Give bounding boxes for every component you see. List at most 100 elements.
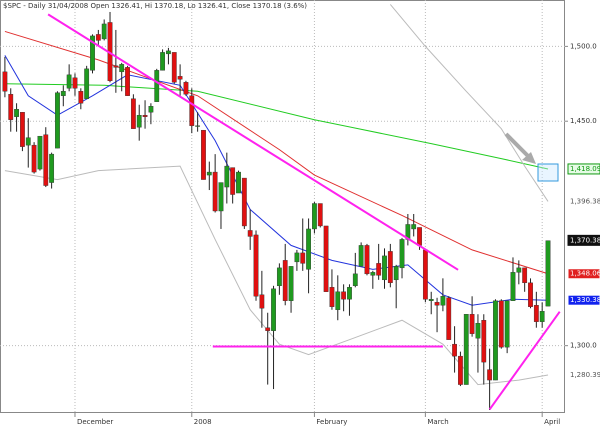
candle-body — [14, 109, 19, 117]
candle-body — [317, 203, 323, 227]
candle-body — [90, 35, 95, 71]
candle-body — [66, 74, 72, 89]
candle-body — [20, 112, 25, 147]
candle-body — [522, 267, 528, 284]
candle-body — [177, 76, 183, 80]
candle-body — [481, 320, 487, 363]
value-label: 1,348.06 — [570, 270, 600, 278]
trendline — [488, 311, 561, 410]
overlay-line — [4, 83, 549, 170]
value-label: 1,396.38 — [570, 197, 600, 205]
candle-body — [393, 266, 399, 281]
x-tick-label: 2008 — [194, 418, 212, 426]
candle-body — [312, 203, 317, 230]
candle-body — [294, 252, 300, 263]
candle-body — [422, 249, 428, 300]
annotation-arrow — [504, 132, 559, 182]
candle-body — [259, 294, 265, 309]
candle-body — [212, 171, 218, 212]
candle-body — [276, 267, 282, 287]
candle-body — [440, 296, 446, 306]
candle-body — [37, 135, 43, 170]
candle-body — [189, 95, 195, 126]
y-tick-label: 1,300.0 — [570, 342, 597, 350]
value-label-box — [567, 294, 600, 306]
candle-body — [148, 106, 154, 113]
candle-body — [528, 282, 533, 307]
candle-body — [382, 255, 387, 281]
candle-body — [493, 300, 498, 381]
plot-area — [2, 4, 561, 411]
candle-body — [323, 225, 329, 292]
candle-body — [95, 34, 101, 41]
arrow-shaft — [504, 132, 532, 160]
candle-body — [417, 227, 422, 246]
candle-body — [458, 355, 463, 385]
candle-body — [101, 23, 107, 40]
candle-body — [358, 245, 364, 267]
candle-body — [452, 343, 457, 357]
candle-body — [230, 167, 236, 195]
candle-body — [428, 299, 434, 301]
value-label-box — [567, 234, 600, 246]
candle-body — [399, 239, 405, 269]
chart-title: $SPC - Daily 31/04/2008 Open 1326.41, Hi… — [3, 2, 307, 10]
candle-body — [498, 300, 504, 348]
candle-body — [347, 287, 352, 300]
candle-body — [539, 311, 545, 322]
candle-body — [2, 71, 8, 92]
candle-body — [171, 52, 177, 83]
candle-body — [253, 234, 259, 297]
candle-body — [364, 245, 370, 275]
candle-body — [236, 171, 241, 194]
candle-body — [247, 230, 253, 237]
overlay-line — [389, 4, 549, 202]
candle-body — [487, 369, 493, 381]
highlight-box — [537, 163, 559, 182]
candle-body — [516, 267, 522, 273]
candle-body — [370, 272, 376, 276]
candle-body — [411, 224, 417, 230]
value-label: 1,280.39 — [570, 371, 600, 379]
candle-body — [43, 134, 49, 186]
candle-body — [387, 251, 393, 284]
candle-body — [72, 77, 78, 89]
x-tick-label: December — [77, 418, 113, 426]
candle-body — [352, 273, 358, 287]
overlay-line — [4, 165, 549, 386]
candle-body — [130, 98, 136, 129]
candle-body — [125, 67, 130, 96]
candle-body — [510, 272, 516, 301]
value-label: 1,370.38 — [570, 236, 600, 244]
candle-body — [195, 125, 201, 127]
arrow-head — [522, 152, 536, 164]
axis: 1,300.0 1,450.0 1,500.0 December 2008 Februar… — [74, 42, 600, 426]
candle-body — [376, 263, 382, 276]
candle-body — [341, 291, 347, 300]
candle-body — [154, 70, 160, 102]
candle-body — [288, 266, 294, 301]
candle-body — [329, 287, 335, 307]
candle-body — [55, 92, 60, 149]
candle-body — [60, 91, 66, 96]
candle-body — [218, 182, 224, 212]
candle-body — [282, 260, 288, 301]
candle-body — [78, 91, 84, 104]
candle-body — [25, 137, 31, 146]
candle-body — [265, 327, 271, 331]
value-label: 1,418.09 — [570, 165, 600, 173]
candle-body — [84, 68, 90, 99]
candle-body — [335, 291, 341, 310]
candle-body — [475, 323, 481, 339]
candle-body — [201, 129, 206, 180]
candle-body — [31, 144, 37, 173]
candle-body — [300, 252, 306, 264]
candle-body — [241, 177, 247, 227]
y-tick-label: 1,500.0 — [570, 42, 597, 50]
trendline — [47, 13, 459, 271]
candle-body — [504, 300, 510, 348]
candle-body — [113, 65, 119, 68]
candle-body — [533, 305, 539, 322]
plot-frame — [0, 0, 565, 413]
